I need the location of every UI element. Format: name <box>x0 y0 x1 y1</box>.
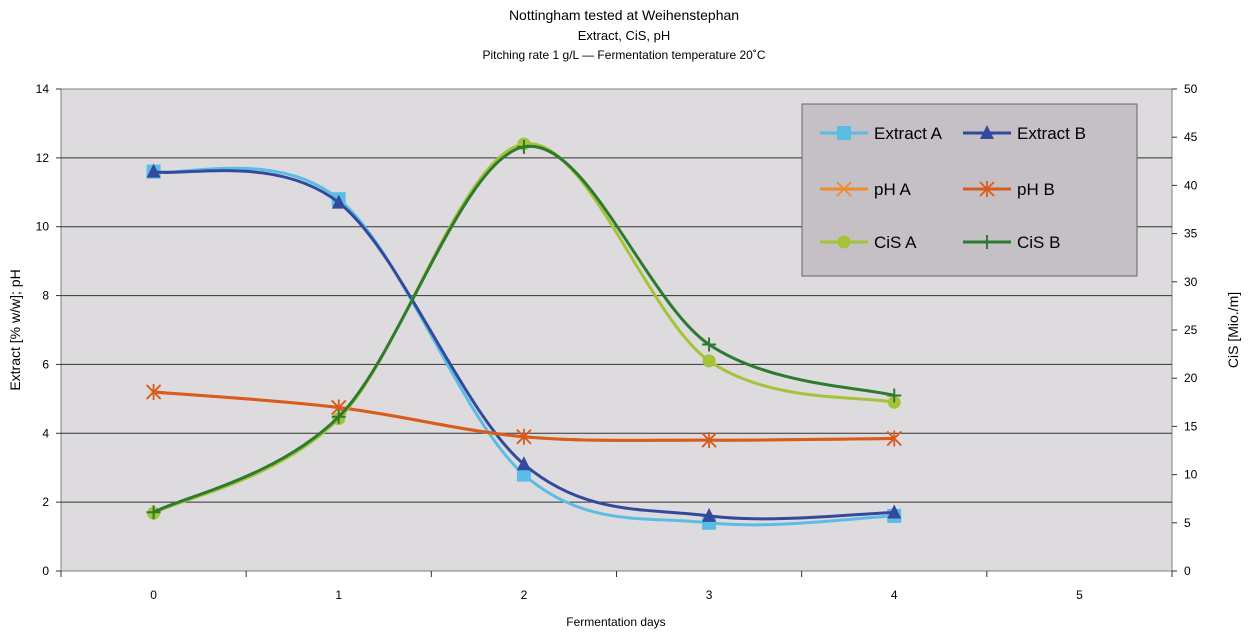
legend-label: CiS A <box>874 233 917 252</box>
legend-item: CiS B <box>963 233 1060 252</box>
legend-item: CiS A <box>820 233 917 252</box>
chart-subtitle: Extract, CiS, pH <box>578 28 670 43</box>
data-point <box>145 383 162 400</box>
y-left-tick-label: 4 <box>42 426 49 440</box>
legend-label: pH B <box>1017 180 1055 199</box>
x-tick-label: 4 <box>891 588 898 602</box>
y-axis-right-label: CiS [Mio./m] <box>1225 292 1241 368</box>
legend-marker <box>980 125 994 139</box>
series-line <box>153 166 895 527</box>
data-point <box>146 505 161 520</box>
y-axis-left-label: Extract [% w/w]; pH <box>7 269 23 390</box>
y-right-tick-label: 35 <box>1184 227 1198 241</box>
x-tick-label: 2 <box>521 588 528 602</box>
data-point <box>516 456 531 471</box>
data-point <box>702 354 716 368</box>
data-point <box>146 163 161 178</box>
x-tick-label: 5 <box>1076 588 1083 602</box>
data-point <box>331 194 346 209</box>
series-cis-b <box>146 139 902 520</box>
series-group <box>145 137 902 530</box>
y-right-tick-label: 20 <box>1184 371 1198 385</box>
legend-item: Extract B <box>963 124 1086 143</box>
legend-marker <box>837 235 851 249</box>
data-point <box>886 430 902 447</box>
y-left-tick-label: 2 <box>42 495 49 509</box>
data-point <box>887 388 902 403</box>
chart-title: Nottingham tested at Weihenstephan <box>509 7 739 23</box>
y-left-tick-label: 14 <box>36 82 50 96</box>
y-right-tick-label: 10 <box>1184 468 1198 482</box>
y-right-tick-label: 50 <box>1184 82 1198 96</box>
legend-marker <box>837 126 851 140</box>
legend: Extract A Extract B pH A pH B CiS A CiS B <box>801 103 1138 277</box>
legend-marker <box>836 181 852 197</box>
x-axis-label: Fermentation days <box>566 615 665 629</box>
y-left-tick-label: 8 <box>42 289 49 303</box>
y-right-tick-label: 30 <box>1184 275 1198 289</box>
legend-item: Extract A <box>820 124 943 143</box>
data-point <box>516 467 531 482</box>
data-point <box>516 139 531 154</box>
chart-subtitle-2: Pitching rate 1 g/L — Fermentation tempe… <box>482 48 765 62</box>
x-tick-label: 1 <box>335 588 342 602</box>
data-point <box>702 507 717 522</box>
legend-label: CiS B <box>1017 233 1060 252</box>
y-right-tick-label: 0 <box>1184 564 1191 578</box>
data-point <box>702 337 717 352</box>
y-left-tick-label: 6 <box>42 357 49 371</box>
y-left-tick-label: 10 <box>36 220 50 234</box>
data-point <box>701 432 717 449</box>
legend-item: pH B <box>963 180 1055 199</box>
x-tick-label: 3 <box>706 588 713 602</box>
data-point <box>331 409 346 424</box>
y-left-tick-label: 0 <box>42 564 49 578</box>
series-line <box>153 169 895 521</box>
legend-marker <box>979 181 995 197</box>
data-point <box>887 504 902 519</box>
y-right-tick-label: 25 <box>1184 323 1198 337</box>
y-right-tick-label: 45 <box>1184 130 1198 144</box>
data-point <box>516 428 532 445</box>
series-extract-b <box>146 163 902 522</box>
y-right-tick-label: 40 <box>1184 178 1198 192</box>
x-tick-label: 0 <box>150 588 157 602</box>
y-left-tick-label: 12 <box>36 151 50 165</box>
legend-label: Extract B <box>1017 124 1086 143</box>
y-right-tick-label: 5 <box>1184 516 1191 530</box>
legend-label: pH A <box>874 180 912 199</box>
y-right-tick-label: 15 <box>1184 419 1198 433</box>
legend-marker <box>980 235 994 249</box>
legend-item: pH A <box>820 180 912 199</box>
legend-label: Extract A <box>874 124 943 143</box>
